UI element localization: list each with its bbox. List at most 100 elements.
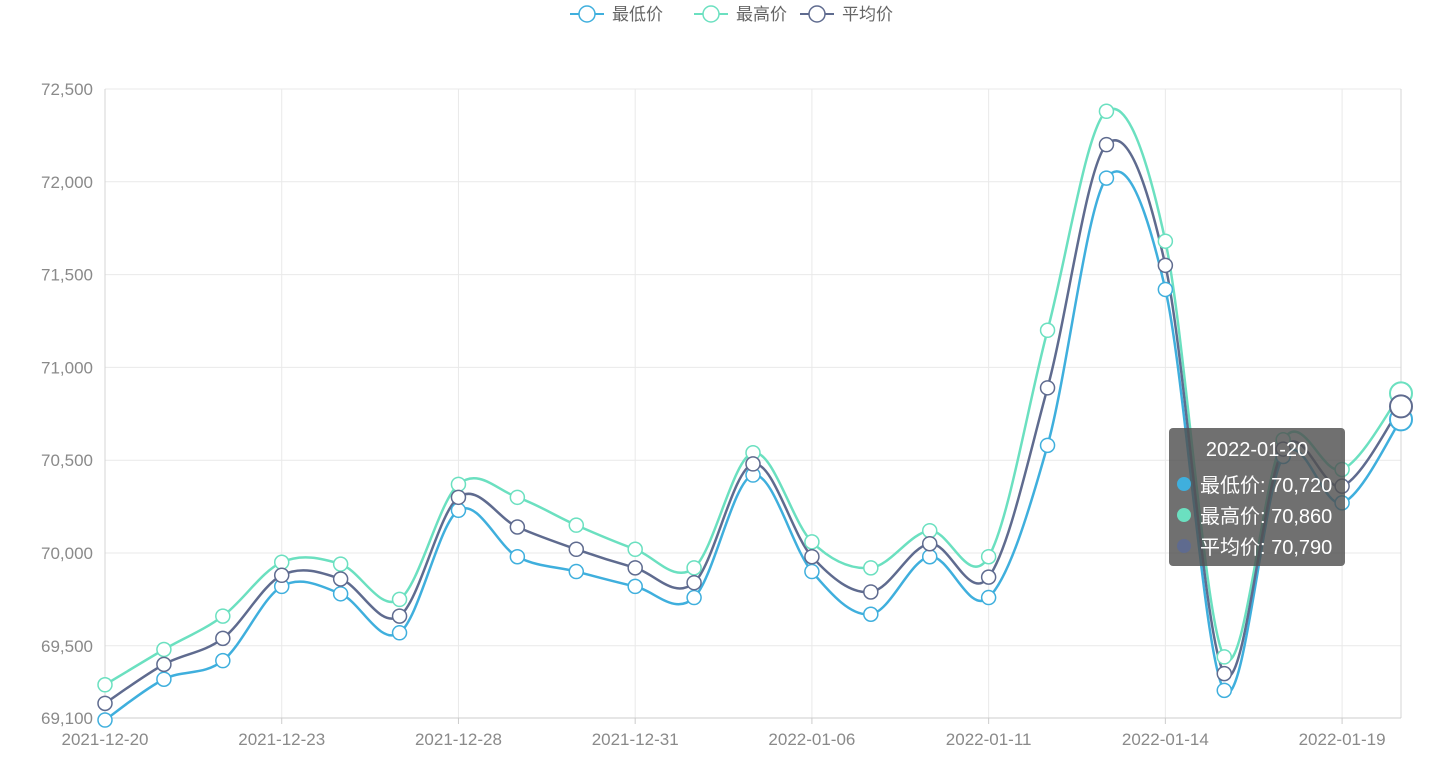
y-tick-label: 69,100 [41,709,93,728]
data-point[interactable] [215,652,231,669]
data-point[interactable] [921,548,938,565]
data-point[interactable] [921,535,938,552]
y-tick-label: 70,000 [41,544,93,563]
legend-marker [578,5,596,23]
data-point[interactable] [273,567,290,584]
data-point[interactable] [1098,136,1115,153]
legend-marker [702,5,720,23]
x-axis: 2021-12-20 2021-12-23 2021-12-28 2021-12-31… [62,717,1401,749]
grid-lines [105,88,1401,718]
data-point[interactable] [568,541,585,558]
tooltip-title: 2022-01-20 [1205,439,1309,461]
tooltip-dot-avg [1177,538,1191,553]
legend-item-2[interactable]: 平均价 [800,5,893,24]
data-point[interactable] [804,534,820,550]
tooltip-label-high: 最高价: 70,860 [1200,506,1333,528]
x-tick-label: 2021-12-28 [415,730,502,749]
tooltip-row-high: 最高价: 70,860 [1169,499,1345,530]
data-point[interactable] [450,476,467,493]
data-point[interactable] [980,548,997,565]
data-point[interactable] [1157,233,1174,249]
x-tick-label: 2021-12-20 [62,730,149,749]
legend-item-1[interactable]: 最高价 [694,5,787,24]
data-point[interactable] [509,519,526,535]
data-point[interactable] [1216,665,1233,682]
y-tick-label: 72,000 [41,173,93,192]
x-tick-label: 2022-01-14 [1122,730,1209,749]
data-point[interactable] [215,608,231,624]
data-point[interactable] [156,656,172,673]
data-point[interactable] [1039,437,1056,454]
data-point[interactable] [1216,649,1233,665]
data-point[interactable] [391,625,408,641]
data-point[interactable] [509,489,526,506]
data-point[interactable] [273,554,290,571]
x-tick-label: 2021-12-31 [592,730,679,749]
tooltip-row-low: 最低价: 70,720 [1169,468,1345,499]
data-point[interactable] [863,584,879,600]
data-point[interactable] [980,569,997,585]
data-point[interactable] [391,608,408,624]
tooltip-row-avg: 平均价: 70,790 [1169,530,1345,561]
legend-label: 平均价 [842,5,893,24]
data-point[interactable] [1157,281,1174,298]
series-line-2 [104,139,1403,705]
y-tick-label: 72,500 [41,80,93,99]
data-point[interactable] [804,548,820,565]
chart-legend[interactable]: 最低价 最高价 平均价 [570,5,893,24]
series-layer [97,103,1413,728]
data-point[interactable] [686,589,702,606]
x-tick-label: 2021-12-23 [238,730,325,749]
data-point[interactable] [332,586,349,602]
tooltip-label-low: 最低价: 70,720 [1200,475,1333,497]
data-point[interactable] [332,556,349,572]
data-point[interactable] [568,517,585,533]
legend-label: 最低价 [612,5,663,24]
legend-label: 最高价 [736,5,787,24]
data-point[interactable] [391,591,408,608]
legend-item-0[interactable]: 最低价 [570,5,663,24]
data-point[interactable] [921,522,938,539]
data-point[interactable] [1098,170,1115,186]
legend-marker [808,5,826,23]
data-point[interactable] [1039,322,1056,339]
y-tick-label: 69,500 [41,637,93,656]
x-tick-label: 2022-01-19 [1299,730,1386,749]
data-point[interactable] [627,541,643,558]
data-point[interactable] [1157,257,1174,274]
y-tick-label: 71,500 [41,266,93,285]
data-point[interactable] [863,560,879,576]
data-point[interactable] [980,589,997,606]
data-point[interactable] [97,677,113,693]
data-point[interactable] [156,641,172,658]
data-point[interactable] [745,456,761,472]
data-point[interactable] [332,571,349,587]
data-point[interactable] [97,712,113,728]
data-point[interactable] [1039,380,1056,396]
data-point[interactable] [97,695,113,712]
tooltip-label-avg: 平均价: 70,790 [1200,537,1333,559]
data-point[interactable] [804,563,820,580]
tooltip: 2022-01-20 最低价: 70,720 最高价: 70,860 平均价: … [1169,428,1345,566]
data-point[interactable] [1216,682,1233,699]
x-tick-label: 2022-01-06 [768,730,855,749]
data-point[interactable] [509,548,526,565]
data-point[interactable] [1098,103,1115,120]
y-tick-label: 70,500 [41,451,93,470]
data-point[interactable] [1389,394,1413,419]
y-tick-label: 71,000 [41,358,93,377]
data-point[interactable] [686,574,702,591]
data-point[interactable] [627,560,643,576]
tooltip-dot-high [1177,507,1191,522]
data-point[interactable] [627,578,643,595]
data-point[interactable] [863,606,879,622]
data-point[interactable] [215,630,231,647]
data-point[interactable] [450,502,467,519]
data-point[interactable] [686,560,702,576]
data-point[interactable] [450,489,467,506]
series-line-1 [104,107,1402,686]
y-axis: 69,100 69,500 70,000 70,500 71,000 71,500 72,0… [41,80,1402,728]
data-point[interactable] [568,563,585,580]
data-point[interactable] [156,671,172,687]
